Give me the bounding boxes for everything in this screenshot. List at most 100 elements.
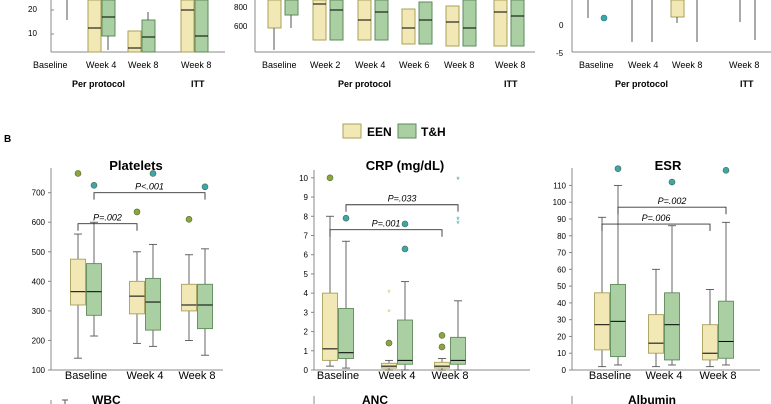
outlier-star: *: [456, 175, 460, 185]
y-tick-label: 1: [304, 347, 309, 356]
x-tick-label: Week 4: [378, 370, 415, 382]
x-tick-label: Baseline: [317, 370, 359, 382]
x-tick-label: Week 8: [181, 60, 211, 70]
een-box: [322, 292, 338, 361]
x-tick-label: Week 4: [86, 60, 116, 70]
group-subtitle: ITT: [504, 79, 518, 89]
p-value-label: P=.002: [658, 196, 687, 206]
y-tick-label: 600: [234, 22, 248, 31]
y-tick-label: 10: [28, 29, 37, 38]
x-tick-label: Baseline: [589, 370, 631, 382]
outlier-point: [401, 245, 409, 253]
group-subtitle: Per protocol: [338, 79, 391, 89]
y-tick-label: 0: [562, 366, 567, 375]
outlier-point: [185, 215, 193, 223]
th-box: [197, 283, 213, 330]
th-box: [145, 277, 161, 331]
outlier-point: [722, 167, 730, 174]
x-tick-label: Week 8: [495, 60, 525, 70]
p-value-label: P=.002: [93, 213, 122, 223]
significance-bracket: [601, 223, 711, 232]
x-tick-label: Baseline: [33, 60, 68, 70]
outlier-point: [438, 332, 446, 339]
th-box: [86, 263, 102, 316]
p-value-label: P=.001: [372, 219, 401, 229]
outlier-star: *: [387, 307, 391, 317]
y-tick-label: 3: [304, 308, 309, 317]
outlier-star: *: [456, 215, 460, 225]
y-tick-label: 0: [559, 21, 564, 30]
x-tick-label: Week 8: [178, 370, 215, 382]
y-tick-label: 60: [557, 265, 566, 274]
y-tick-label: 500: [32, 248, 46, 257]
y-tick-label: 20: [28, 5, 37, 14]
een-box: [181, 283, 197, 312]
platelets-chart: Platelets 100 200 300 400 500 600 700 Baseline We…: [32, 158, 223, 382]
x-tick-label: Week 4: [628, 60, 658, 70]
een-box: [702, 324, 718, 361]
y-tick-label: 90: [557, 215, 566, 224]
outlier-point: [668, 178, 676, 186]
significance-bracket: [77, 223, 138, 231]
x-tick-label: Week 8: [699, 370, 736, 382]
y-tick-label: -5: [556, 49, 564, 58]
y-tick-label: 110: [553, 181, 566, 190]
outlier-star: *: [387, 288, 391, 298]
outlier-point: [133, 208, 141, 216]
outlier-point: [74, 170, 82, 177]
top-right-panel: 0 -5 Baseline Week 4 Week 8 Week 8 Per p…: [556, 0, 771, 89]
y-tick-label: 20: [557, 332, 566, 341]
wbc-title: WBC: [92, 393, 121, 404]
group-subtitle: Per protocol: [72, 79, 125, 89]
th-box: [338, 308, 354, 359]
een-box: [129, 280, 145, 315]
y-tick-label: 600: [32, 218, 46, 227]
th-box: [664, 292, 680, 361]
een-box: [70, 258, 86, 306]
y-tick-label: 6: [304, 251, 309, 260]
th-box: [450, 336, 466, 365]
outlier-point: [326, 174, 334, 182]
y-tick-label: 30: [557, 316, 566, 325]
x-tick-label: Week 4: [126, 370, 163, 382]
x-tick-label: Week 8: [729, 60, 759, 70]
x-tick-label: Week 8: [444, 60, 474, 70]
x-tick-label: Week 8: [128, 60, 158, 70]
y-tick-label: 8: [304, 212, 309, 221]
y-tick-label: 0: [304, 366, 309, 375]
outlier-point: [385, 339, 393, 347]
legend-label-th: T&H: [421, 125, 446, 139]
group-subtitle: Per protocol: [615, 79, 668, 89]
outlier-point: [438, 343, 446, 351]
top-left-panel: 20 10 Baseline Week 4 Week 8 Week 8 Per …: [28, 0, 225, 89]
outlier-point: [90, 181, 98, 189]
een-box: [594, 292, 610, 351]
significance-bracket: [329, 229, 443, 237]
een-box: [434, 361, 450, 369]
panel-b-label: B: [4, 134, 11, 145]
y-tick-label: 40: [557, 299, 566, 308]
outlier-point: [149, 170, 157, 177]
top-middle-panel: 800 600 Baseline Week 2 Week 4 Week 6 We…: [234, 0, 535, 89]
y-tick-label: 10: [557, 349, 566, 358]
anc-title: ANC: [362, 393, 388, 404]
th-box: [610, 283, 626, 358]
x-tick-label: Baseline: [65, 370, 107, 382]
th-box: [397, 319, 413, 365]
significance-bracket: [617, 206, 727, 215]
albumin-title: Albumin: [628, 393, 676, 404]
significance-bracket: [93, 192, 206, 200]
y-tick-label: 700: [32, 189, 46, 198]
y-tick-label: 5: [304, 270, 309, 279]
y-tick-label: 10: [299, 174, 308, 183]
y-tick-label: 200: [32, 336, 46, 345]
x-tick-label: Week 6: [399, 60, 429, 70]
y-tick-label: 50: [557, 282, 566, 291]
th-box: [718, 300, 734, 359]
y-tick-label: 800: [234, 3, 248, 12]
y-tick-label: 2: [304, 328, 309, 337]
chart-title: CRP (mg/dL): [366, 158, 444, 173]
bottom-partial-row: WBC ANC Albumin: [50, 393, 676, 404]
y-tick-label: 100: [32, 366, 46, 375]
